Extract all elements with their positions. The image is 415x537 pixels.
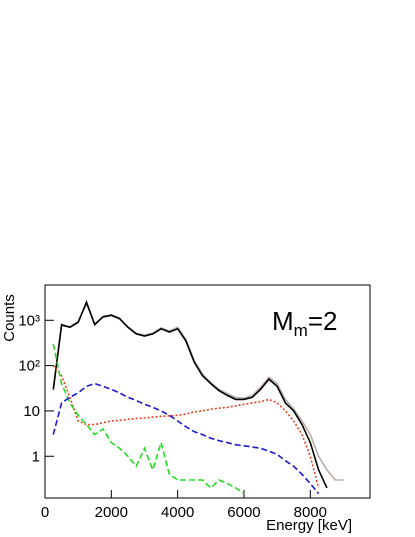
series-line [52,343,245,495]
x-tick-label: 0 [41,504,49,521]
annotation: Mm=2 [272,306,338,340]
y-tick-label: 10³ [18,312,40,329]
plot-frame [44,284,371,499]
x-tick-label: 8000 [294,504,327,521]
x-tick-label: 6000 [227,504,260,521]
x-tick-label: 2000 [95,504,128,521]
series-line [52,299,328,489]
annotation-base: M [272,306,294,336]
x-axis-label: Energy [keV] [266,517,352,534]
x-tick-label: 4000 [161,504,194,521]
y-axis-label: Counts [1,294,18,342]
annotation-subscript: m [294,321,308,340]
series-line [52,365,320,489]
annotation-text: =2 [308,306,338,336]
y-tick-label: 10² [18,358,40,375]
series-line [52,382,320,495]
y-tick-label: 1 [32,448,40,465]
y-tick-label: 10 [23,403,40,420]
